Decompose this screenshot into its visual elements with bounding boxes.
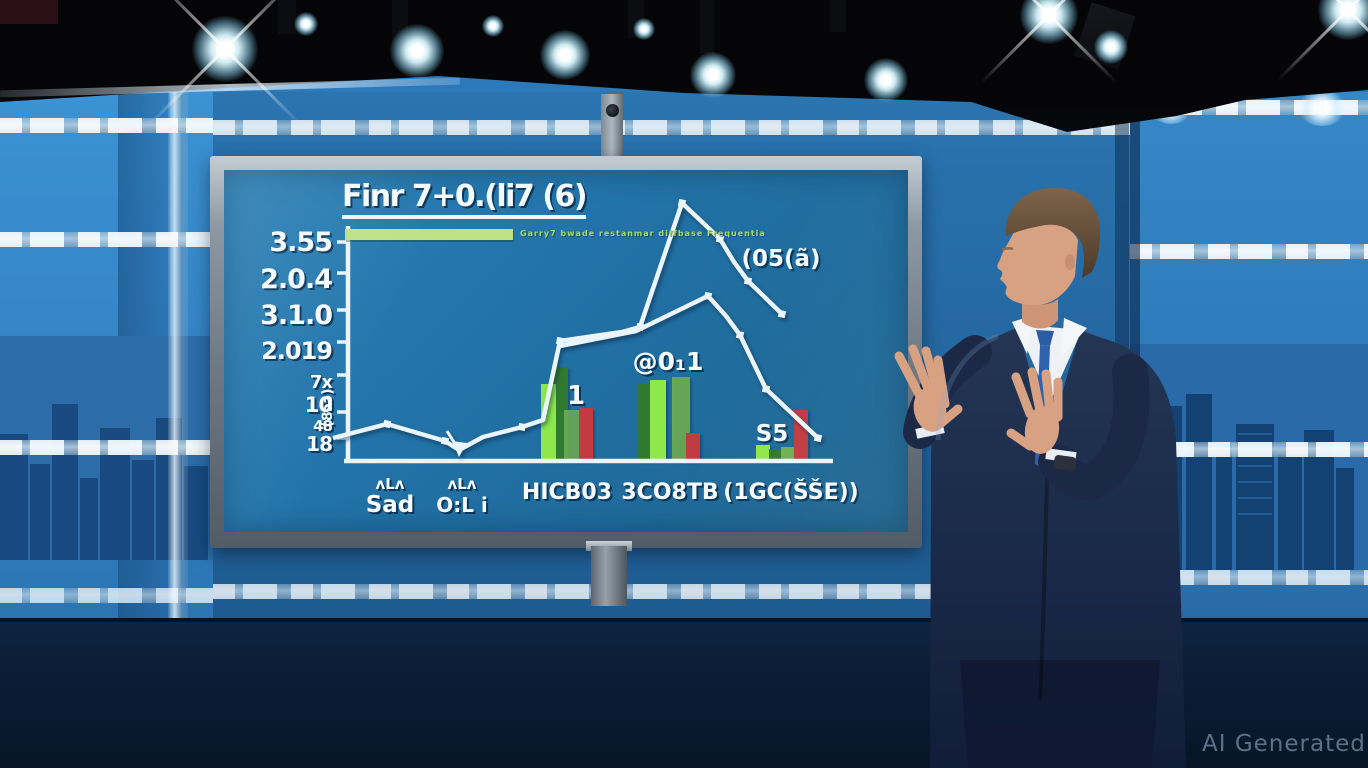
line-marker — [555, 336, 565, 346]
chart: 3.552.0.43.1.02.0197x104818(8ɔɔ)ʌLʌSadʌL… — [260, 198, 859, 518]
trend-lines — [332, 198, 823, 457]
line-marker — [677, 198, 687, 208]
tie-knot — [1036, 330, 1054, 346]
wall-stripe — [0, 588, 213, 603]
studio-light — [192, 16, 258, 82]
hair — [1005, 187, 1101, 278]
y-axis-note: (8ɔɔ) — [320, 388, 336, 427]
studio-light — [1318, 0, 1368, 40]
trousers — [960, 660, 1160, 768]
wall-stripe — [1130, 244, 1368, 259]
chart-subtitle-highlight — [345, 229, 513, 240]
wall-stripe — [0, 440, 213, 455]
studio-light — [390, 24, 444, 78]
line-marker — [761, 384, 771, 394]
bar — [564, 410, 580, 461]
chart-subtitle-text: Garry7 bwade restanmar diffbase Frequent… — [520, 229, 766, 238]
chart-annotation: @0₁1 — [633, 347, 704, 376]
shirt-collar — [1061, 318, 1087, 357]
axes — [337, 226, 833, 464]
bar — [579, 408, 593, 461]
bar — [650, 380, 666, 461]
x-category-label: 3CO8TB — [621, 480, 718, 505]
bar — [637, 384, 652, 461]
presenter — [894, 187, 1186, 768]
line-marker — [517, 422, 527, 432]
y-tick-label: 3.55 — [269, 227, 332, 258]
y-tick-label: 18 — [306, 432, 332, 456]
wall-stripe — [1130, 442, 1368, 457]
wall-stripe — [213, 120, 1130, 135]
eyebrow — [1001, 247, 1014, 252]
y-tick-label: 2.0.4 — [260, 264, 332, 295]
wall-stripe — [0, 232, 213, 247]
studio-light — [294, 12, 318, 36]
wall-stripe — [0, 118, 213, 133]
chart-title: Finr 7+0.(li7 (6) — [342, 182, 588, 219]
ceiling-rig — [700, 0, 714, 54]
studio-light — [1094, 30, 1128, 64]
x-category-label: (1GC(ŠŠE)) — [723, 479, 858, 505]
x-category-label: O:L i — [436, 493, 488, 517]
wall-silver-strip — [168, 92, 188, 628]
wristwatch — [1053, 455, 1077, 471]
studio-light — [482, 15, 504, 37]
ceiling-rig — [830, 0, 846, 32]
y-tick-label: 48 — [313, 417, 332, 435]
line-marker — [715, 234, 725, 244]
right-hand — [1006, 367, 1077, 471]
line-marker — [813, 433, 823, 443]
y-tick-label: 2.019 — [261, 337, 332, 365]
wall-stripe — [1130, 570, 1368, 585]
bar — [781, 447, 796, 461]
chart-text: 3.552.0.43.1.02.0197x104818(8ɔɔ)ʌLʌSadʌL… — [260, 227, 859, 518]
ear — [1065, 254, 1075, 270]
y-tick-label: 10 — [305, 393, 333, 417]
ai-generated-watermark: AI Generated — [1202, 731, 1366, 757]
x-category-label: Sad — [366, 492, 415, 518]
screen-frame: 3.55 2.0.4 3.1.0 2.019 7x 10 48 18 (8ɔɔ) ʌLʌ Sad ʌL… — [210, 156, 922, 548]
line-marker — [703, 291, 713, 301]
left-wall — [0, 92, 213, 628]
line-marker — [743, 276, 753, 286]
y-tick-label: 7x — [310, 372, 334, 393]
x-category-label: ʌLʌ — [447, 475, 476, 493]
bar — [686, 433, 700, 461]
chart-annotation: (05(ã) — [741, 246, 820, 272]
camera-eye — [606, 104, 619, 117]
chart-annotation: 1 — [567, 381, 585, 411]
screen-stand — [591, 546, 627, 606]
x-category-label: HICB03 — [522, 480, 612, 505]
bar — [672, 377, 690, 461]
right-arm-sleeve — [1038, 354, 1150, 500]
studio-light — [633, 18, 655, 40]
studio-light — [1020, 0, 1078, 44]
ceiling-rig — [278, 0, 296, 34]
studio-light — [690, 52, 736, 98]
y-tick-label: 3.1.0 — [260, 300, 332, 331]
ceiling-rig — [0, 0, 58, 24]
suit-rim-light — [935, 333, 999, 441]
x-category-label: ʌLʌ — [375, 475, 404, 493]
bar — [756, 445, 770, 461]
left-hand — [894, 344, 963, 439]
bar-series — [541, 367, 808, 461]
line-marker — [735, 330, 745, 340]
stripe-light-glow — [1298, 90, 1346, 126]
face — [997, 223, 1078, 306]
broadcast-screen: 3.55 2.0.4 3.1.0 2.019 7x 10 48 18 (8ɔɔ) ʌLʌ Sad ʌL… — [224, 170, 908, 532]
studio-light — [540, 30, 590, 80]
line-marker — [440, 436, 450, 446]
bar — [769, 449, 782, 461]
line-marker — [382, 419, 392, 429]
studio-light — [864, 58, 908, 102]
chart-annotation: S5 — [756, 421, 789, 447]
line-marker — [777, 309, 787, 319]
